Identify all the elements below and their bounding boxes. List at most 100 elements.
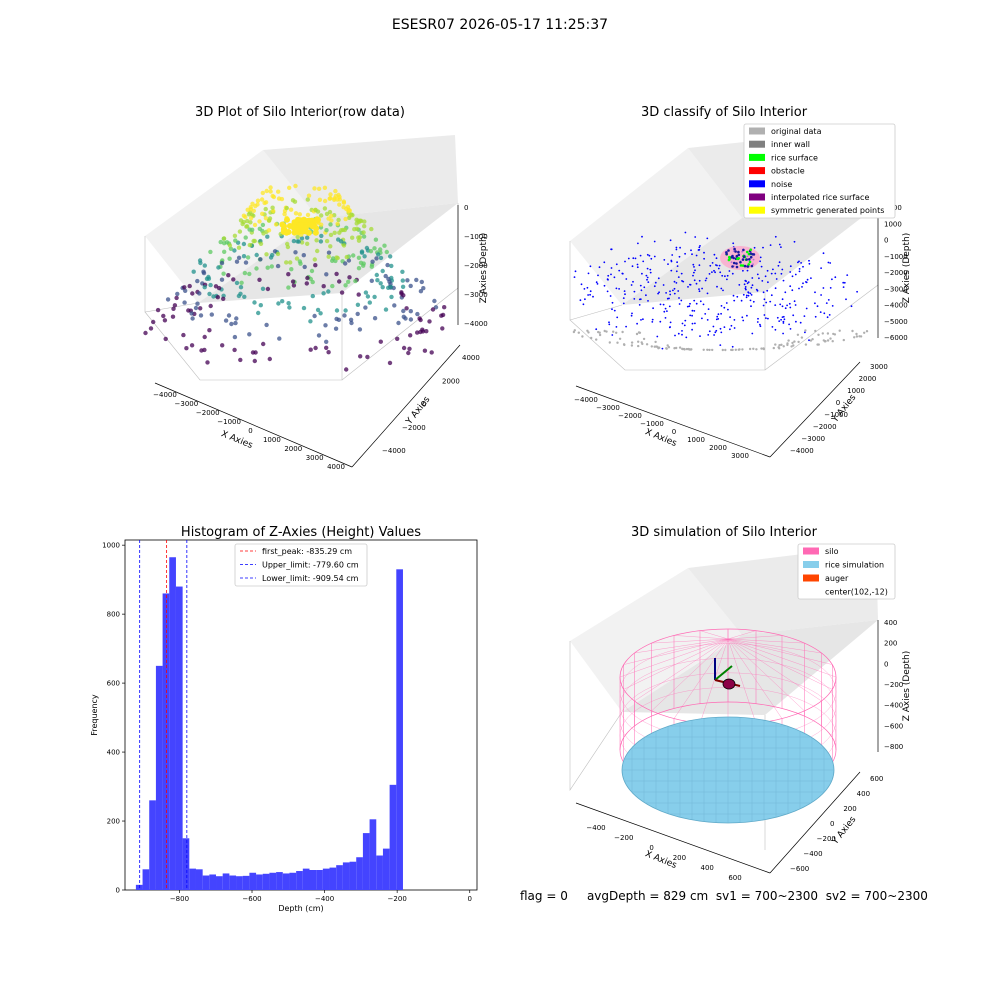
raw-point [392, 303, 397, 308]
raw-point [365, 294, 371, 299]
classify-point-noise [766, 269, 769, 272]
classify-point-noise [670, 269, 673, 272]
raw-point [324, 272, 329, 277]
raw-point [227, 256, 232, 261]
classify-point-noise [640, 319, 642, 321]
classify-point-original [829, 337, 832, 340]
simulation-y-tick-label: 0 [830, 820, 834, 828]
histogram-bar [329, 867, 337, 890]
classify-point-original [630, 344, 634, 347]
raw-point [305, 235, 310, 240]
raw-point [341, 243, 347, 248]
raw-point [333, 188, 338, 194]
classify-point-original [741, 348, 744, 351]
classify-point-noise [757, 317, 759, 320]
raw-point [267, 356, 272, 362]
raw-point [257, 277, 262, 282]
simulation-z-tick-label: 0 [884, 660, 888, 668]
classify-point-surface [751, 253, 754, 256]
raw-point [258, 303, 263, 308]
raw-point [301, 253, 306, 258]
classify-point-noise [641, 235, 643, 238]
raw-point [347, 275, 352, 280]
histogram-bar [216, 876, 223, 890]
raw-point [355, 311, 360, 317]
classify-point-original [640, 341, 643, 344]
classify-point-surface [748, 260, 752, 264]
classify-point-surface [725, 252, 728, 256]
classify-point-original [637, 340, 640, 343]
raw-point [172, 303, 178, 308]
histogram-bar [182, 838, 190, 890]
classify-point-noise [825, 302, 828, 304]
classify-x-tick-label: 1000 [687, 436, 705, 444]
simulation-legend-label: silo [825, 547, 839, 556]
raw-point [181, 332, 186, 338]
simulation-y-tick-label: 200 [843, 805, 856, 813]
raw-point [260, 286, 266, 291]
raw-point [350, 235, 355, 240]
raw-point [250, 350, 256, 355]
raw-top-point [284, 216, 290, 223]
classify-legend-label: noise [771, 180, 792, 189]
classify-point-noise [738, 284, 741, 286]
classify-point-noise [789, 271, 792, 273]
raw-point [234, 316, 239, 321]
raw-point [163, 336, 168, 342]
histogram-bar [155, 665, 163, 890]
raw-point [339, 228, 344, 233]
classify-point-surface [732, 256, 735, 260]
raw-z-tick-label: 0 [464, 204, 468, 212]
raw-point [247, 227, 252, 232]
classify-point-original [842, 338, 845, 342]
classify-point-noise [713, 269, 715, 272]
raw-point [343, 283, 348, 288]
classify-point-surface [742, 248, 745, 252]
classify-point-noise [671, 254, 674, 256]
classify-point-noise [666, 310, 668, 312]
classify-point-noise [750, 294, 753, 296]
raw-point [284, 260, 289, 265]
classify-point-noise [610, 267, 613, 269]
classify-point-noise [624, 293, 626, 296]
classify-point-noise [661, 347, 664, 350]
classify-point-noise [717, 313, 720, 316]
classify-point-noise [711, 271, 713, 273]
classify-point-noise [805, 281, 807, 283]
raw-point [228, 246, 234, 251]
classify-z-tick-label: −5000 [884, 318, 908, 326]
raw-point [376, 252, 381, 257]
raw-point [245, 218, 250, 224]
classify-y-ticks: −4000 −3000 −2000 −1000 0 1000 2000 3000 [790, 363, 888, 455]
simulation-z-tick-label: −200 [884, 681, 903, 689]
raw-x-tick-label: −4000 [153, 391, 177, 399]
classify-point-noise [784, 291, 787, 294]
histogram-x-tick-label: −800 [170, 895, 189, 903]
classify-point-noise [789, 328, 792, 330]
classify-point-original [855, 332, 858, 336]
classify-point-noise [814, 291, 816, 294]
classify-point-noise [798, 287, 800, 290]
raw-point [324, 228, 329, 233]
raw-point [264, 322, 269, 328]
classify-point-noise [769, 300, 772, 303]
classify-point-original [731, 348, 734, 352]
classify-x-tick-label: −3000 [596, 404, 620, 412]
classify-point-noise [691, 314, 693, 317]
raw-z-tick-label: −1000 [464, 233, 488, 241]
classify-point-original [780, 343, 783, 346]
raw-point [354, 217, 359, 222]
raw-point [236, 245, 242, 250]
classify-point-noise [677, 276, 680, 278]
classify-point-original [711, 348, 714, 352]
classify-point-noise [767, 281, 769, 284]
classify-point-noise [708, 330, 711, 333]
classify-point-noise [670, 260, 673, 263]
classify-point-noise [688, 305, 691, 308]
classify-legend-swatch [749, 180, 765, 188]
classify-point-cloud [572, 231, 869, 352]
raw-point [299, 240, 305, 245]
simulation-x-ticks: −400 −200 0 200 400 600 [586, 824, 741, 882]
raw-point [287, 305, 292, 310]
classify-point-noise [719, 327, 722, 330]
